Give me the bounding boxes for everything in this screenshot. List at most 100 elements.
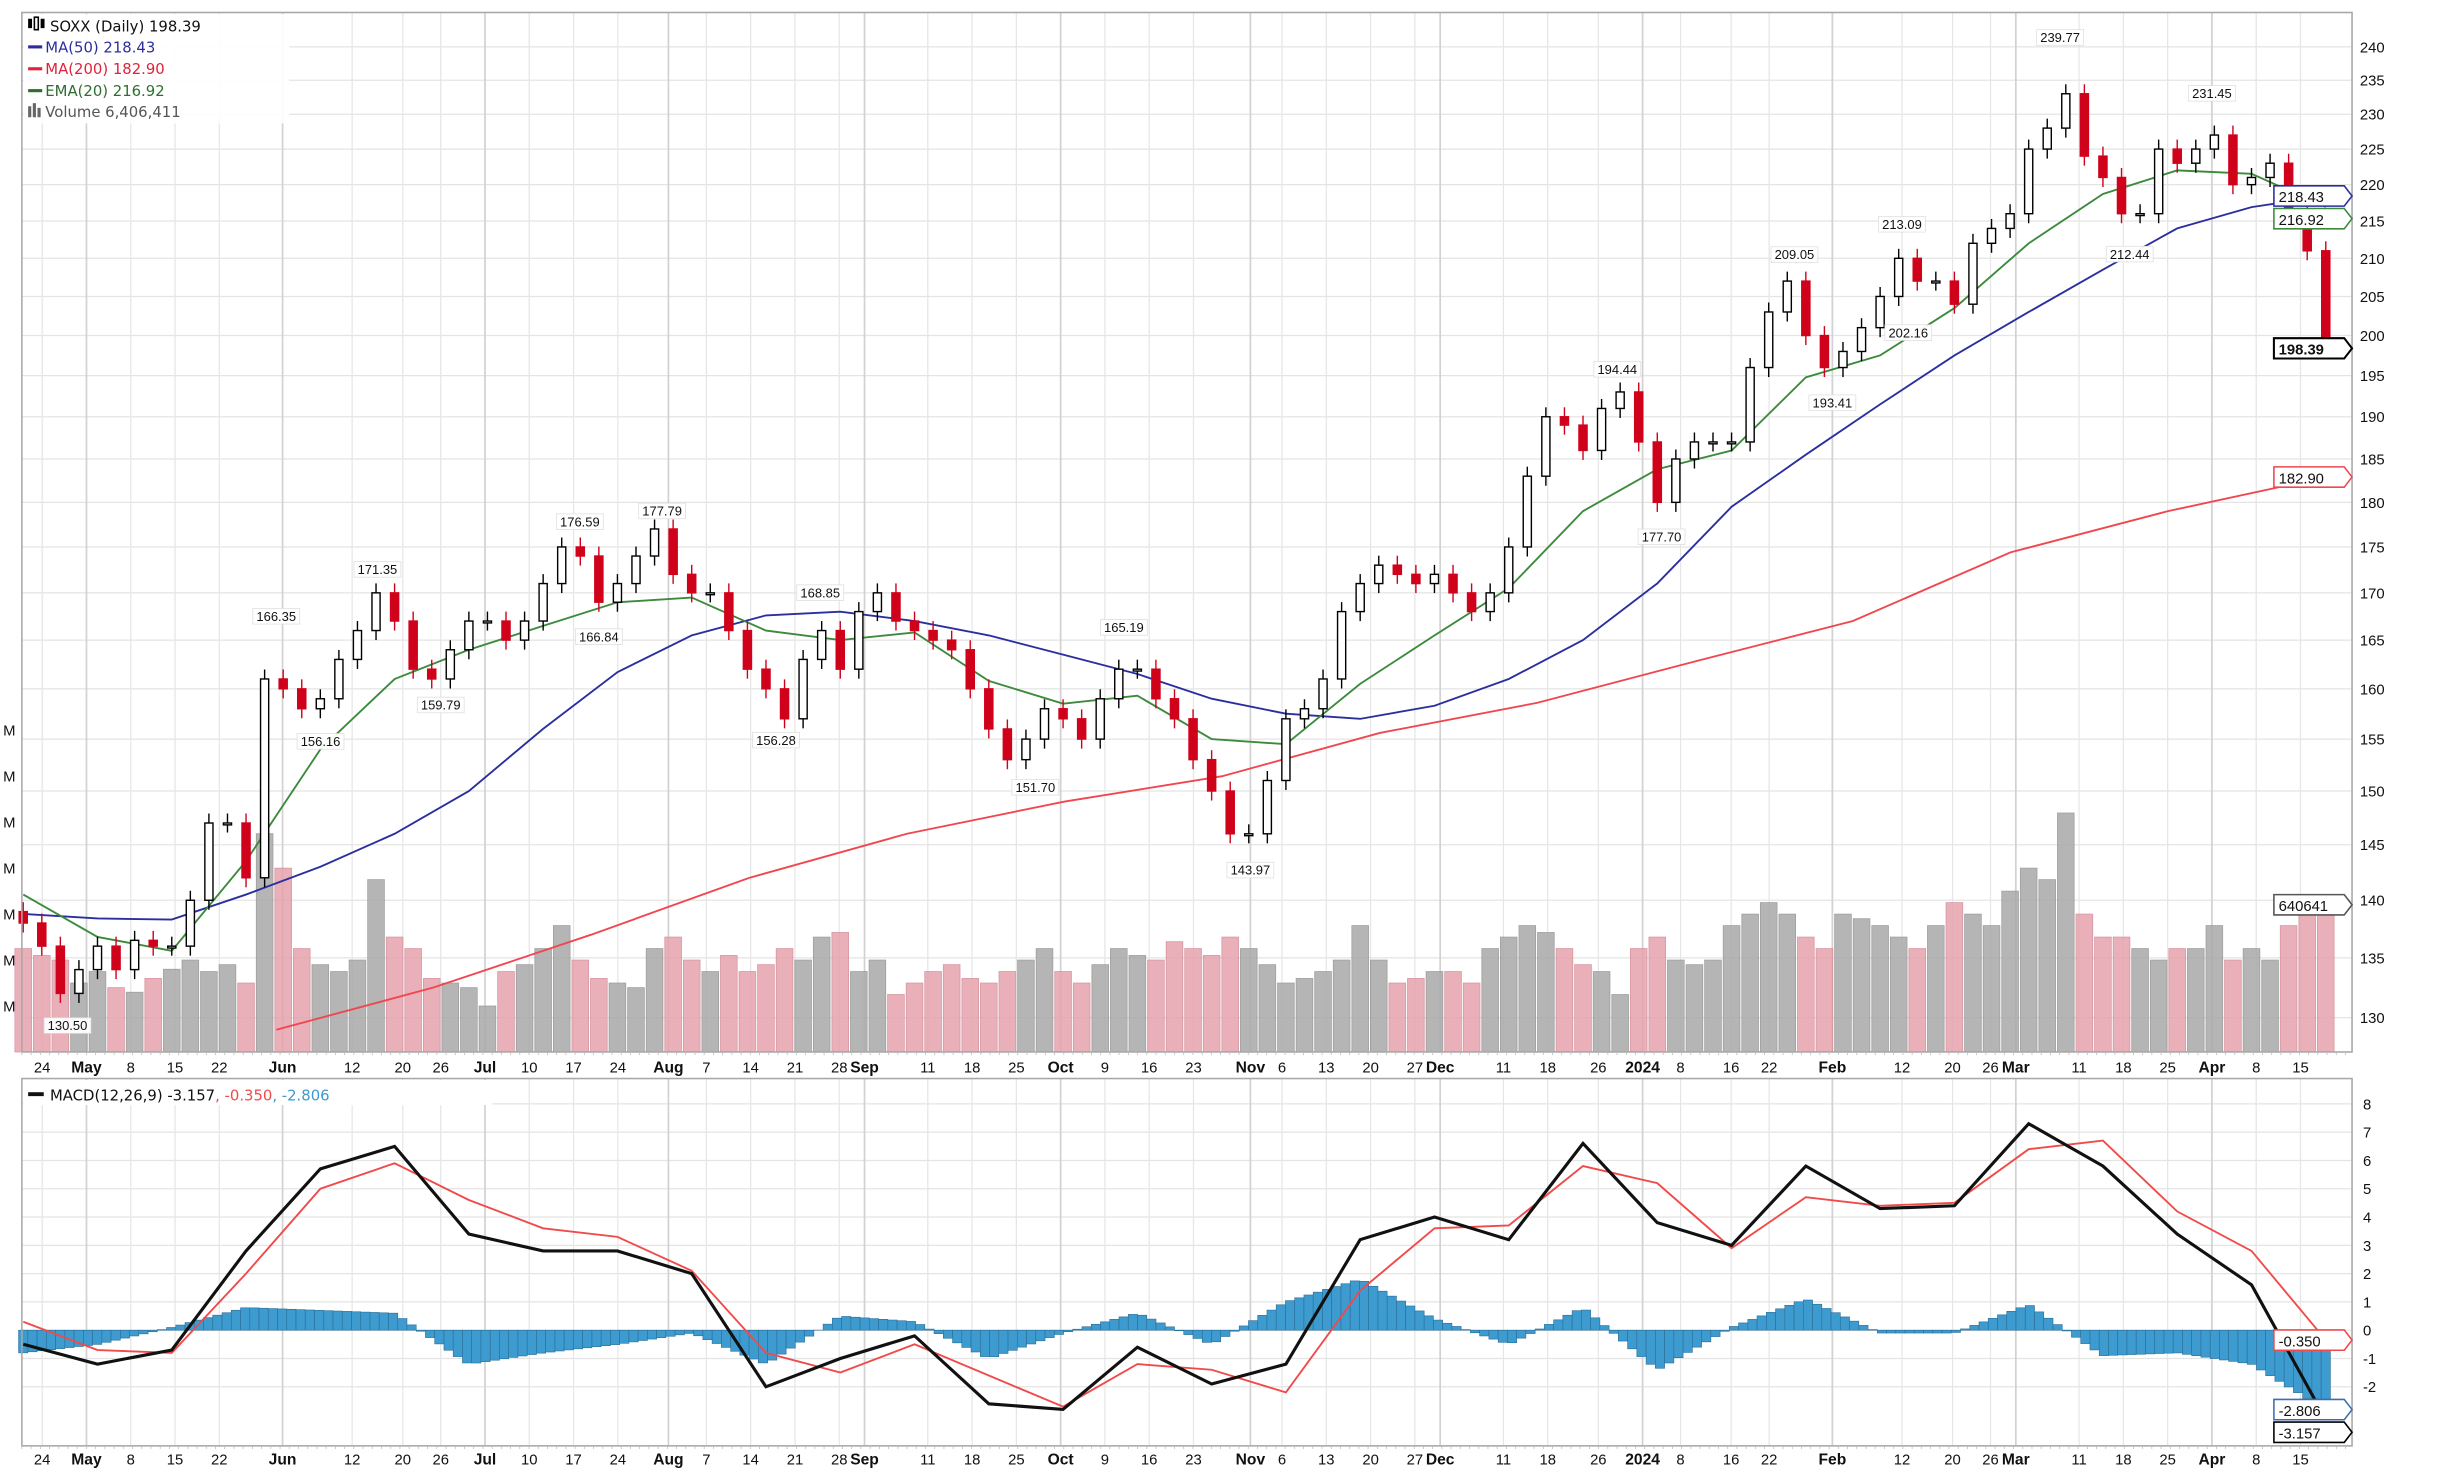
volume-bar bbox=[1927, 925, 1945, 1053]
histogram-bar bbox=[351, 1311, 362, 1331]
histogram-bar bbox=[1488, 1329, 1499, 1340]
macd-panel-frame bbox=[21, 1077, 2353, 1447]
histogram-bar bbox=[1692, 1329, 1702, 1348]
date-axis-label: Nov bbox=[1236, 1452, 1266, 1469]
price-annotation: 171.35 bbox=[353, 561, 402, 578]
volume-bar bbox=[88, 971, 107, 1053]
candle-up bbox=[649, 528, 660, 557]
date-axis-label: 14 bbox=[742, 1453, 758, 1469]
candle-up bbox=[1299, 708, 1310, 720]
volume-bar bbox=[590, 978, 608, 1053]
volume-bar bbox=[2242, 948, 2261, 1053]
price-annotation: 194.44 bbox=[1593, 361, 1642, 378]
histogram-bar bbox=[1377, 1290, 1388, 1331]
candle-up bbox=[2153, 148, 2164, 215]
volume-bar bbox=[1611, 994, 1629, 1053]
date-axis-label: Oct bbox=[1048, 1452, 1074, 1469]
date-axis-label: 26 bbox=[1982, 1453, 1998, 1469]
date-axis-label: Oct bbox=[1048, 1059, 1074, 1076]
histogram-bar bbox=[332, 1310, 343, 1331]
candle-up bbox=[2265, 162, 2275, 179]
volume-bar bbox=[812, 936, 831, 1053]
volume-bar bbox=[645, 948, 664, 1053]
annotation-label: 156.16 bbox=[301, 734, 341, 749]
histogram-bar bbox=[1766, 1312, 1776, 1331]
candle-down bbox=[1633, 391, 1644, 443]
macd-tag: -2.806 bbox=[2273, 1398, 2354, 1421]
date-axis-label: Jul bbox=[474, 1452, 497, 1469]
axes: 2402352302252202152102052001951901851801… bbox=[3, 40, 2384, 1468]
price-axis-label: 215 bbox=[2360, 215, 2385, 231]
histogram-bar bbox=[1553, 1319, 1564, 1331]
date-axis-label: Mar bbox=[2002, 1452, 2030, 1469]
histogram-bar bbox=[1590, 1317, 1601, 1331]
histogram-bar bbox=[1164, 1326, 1175, 1331]
volume-bar bbox=[14, 948, 32, 1053]
histogram-bar bbox=[859, 1317, 870, 1331]
histogram-bar bbox=[1248, 1320, 1259, 1331]
annotation-box bbox=[1884, 324, 1933, 341]
volume-bar bbox=[998, 971, 1017, 1053]
histogram-bar bbox=[1007, 1329, 1018, 1351]
candle-down bbox=[1559, 416, 1570, 426]
date-axis-label: Mar bbox=[2002, 1059, 2030, 1076]
volume-bar bbox=[980, 982, 998, 1053]
histogram-bar bbox=[600, 1329, 611, 1346]
histogram-bar bbox=[795, 1329, 805, 1343]
date-axis-label: 6 bbox=[1278, 1060, 1286, 1076]
price-annotation: 166.35 bbox=[252, 608, 301, 625]
candle-up bbox=[2061, 93, 2071, 129]
macd-axis-label: -1 bbox=[2363, 1352, 2376, 1368]
volume-bar bbox=[1017, 959, 1035, 1053]
candle-up bbox=[1689, 441, 1700, 460]
date-axis-label: 15 bbox=[2292, 1453, 2308, 1469]
candle-down bbox=[2098, 155, 2108, 179]
histogram-bar bbox=[952, 1329, 963, 1344]
annotation-label: 168.85 bbox=[800, 585, 840, 600]
price-tag: 216.92 bbox=[2273, 207, 2354, 230]
candle-up bbox=[1986, 227, 1997, 244]
histogram-bar bbox=[2043, 1317, 2054, 1331]
candle-up bbox=[1021, 738, 1031, 761]
annotation-label: 213.09 bbox=[1882, 217, 1922, 232]
candle-up bbox=[1336, 610, 1347, 680]
histogram-bar bbox=[1155, 1322, 1166, 1331]
date-axis-label: 24 bbox=[34, 1060, 50, 1076]
candle-up bbox=[631, 555, 641, 585]
histogram-bar bbox=[1525, 1329, 1536, 1334]
tag-box bbox=[2273, 1329, 2354, 1352]
price-axis-label: 190 bbox=[2360, 410, 2385, 426]
candle-up bbox=[2005, 212, 2015, 230]
candle-down bbox=[1466, 592, 1477, 613]
candle-up bbox=[482, 620, 493, 624]
candle-down bbox=[965, 649, 976, 690]
candle-icon bbox=[28, 16, 45, 31]
date-axis-label: 26 bbox=[1982, 1060, 1998, 1076]
candle-down bbox=[1801, 280, 1811, 337]
candle-up bbox=[1856, 326, 1867, 353]
histogram-bar bbox=[277, 1308, 288, 1331]
date-axis-label: 23 bbox=[1185, 1453, 1201, 1469]
histogram-bar bbox=[702, 1329, 713, 1340]
volume-bar bbox=[1110, 948, 1128, 1053]
volume-bar bbox=[367, 879, 385, 1053]
histogram-bar bbox=[1497, 1329, 1508, 1343]
date-axis-label: 24 bbox=[34, 1453, 50, 1469]
candle-down bbox=[1206, 758, 1217, 792]
candle-down bbox=[426, 668, 437, 680]
date-axis-label: 26 bbox=[432, 1453, 448, 1469]
candle-up bbox=[1745, 366, 1755, 443]
date-axis-label: 11 bbox=[2071, 1060, 2086, 1076]
candle-up bbox=[1262, 779, 1273, 835]
price-panel-frame bbox=[21, 11, 2353, 1053]
price-axis-label: 220 bbox=[2360, 178, 2385, 194]
volume-bar bbox=[163, 968, 181, 1053]
histogram-bar bbox=[804, 1329, 815, 1337]
histogram-bar bbox=[1285, 1300, 1296, 1331]
candle-up bbox=[705, 592, 716, 596]
price-axis-label: 175 bbox=[2360, 540, 2385, 556]
volume-bar bbox=[534, 948, 552, 1053]
value-tags: 218.43 216.92 198.39 182.90 640641 -0.350 -2.8… bbox=[2272, 185, 2354, 1444]
histogram-bar bbox=[2154, 1329, 2165, 1354]
histogram-bar bbox=[1460, 1329, 1471, 1331]
